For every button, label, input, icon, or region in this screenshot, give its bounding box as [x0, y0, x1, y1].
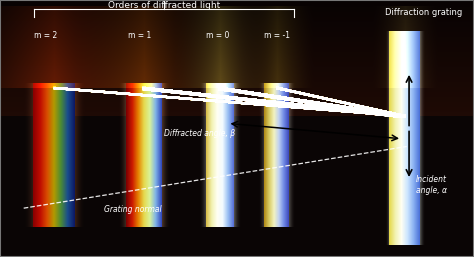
Text: Grating normal: Grating normal [104, 205, 162, 214]
Text: m = 0: m = 0 [206, 31, 229, 40]
Text: Orders of diffracted light: Orders of diffracted light [108, 1, 220, 10]
Text: Diffraction grating: Diffraction grating [385, 8, 462, 17]
Text: m = -1: m = -1 [264, 31, 290, 40]
Text: Incident
angle, α: Incident angle, α [416, 175, 447, 195]
Text: Diffracted angle, β: Diffracted angle, β [164, 129, 235, 138]
Text: m = 2: m = 2 [34, 31, 57, 40]
Text: m = 1: m = 1 [128, 31, 151, 40]
